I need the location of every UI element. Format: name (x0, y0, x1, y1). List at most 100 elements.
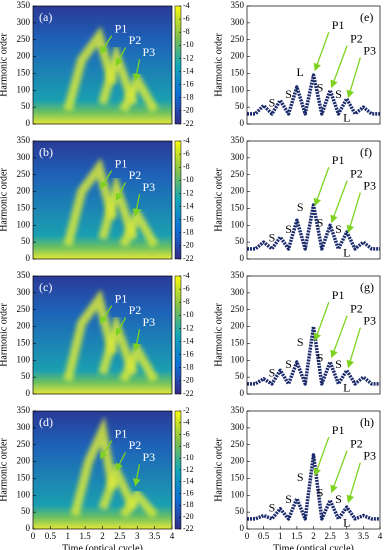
colorbar-tick-label: -18 (183, 500, 194, 509)
annotation: P2 (129, 33, 142, 47)
x-tick-label: 1.5 (291, 531, 303, 541)
annotation: P3 (142, 45, 155, 59)
segment-label: S (285, 222, 292, 236)
colorbar (174, 140, 182, 260)
y-tick-label: 150 (231, 472, 245, 482)
y-tick-label: 150 (231, 202, 245, 212)
colorbar-tick-label: -22 (183, 254, 194, 263)
colorbar-tick-label: -4 (183, 271, 190, 280)
y-tick-label: 100 (231, 84, 245, 94)
colorbar-tick-label: -12 (183, 188, 194, 197)
colorbar-tick-label: -16 (183, 79, 194, 88)
ridge (70, 416, 118, 517)
annotation-arrow (346, 192, 361, 234)
y-tick-label: 50 (235, 236, 245, 246)
annotation: P2 (350, 31, 363, 45)
annotation-arrow (115, 182, 127, 202)
colorbar-tick-label: -10 (183, 453, 194, 462)
ridge (63, 289, 118, 382)
y-tick-label: 350 (17, 270, 31, 280)
x-tick-label: 2 (100, 531, 105, 541)
annotation-arrow (100, 35, 113, 55)
colorbar-tick-label: -8 (183, 162, 190, 171)
x-tick-label: 3.5 (358, 531, 370, 541)
annotation: P2 (129, 438, 142, 452)
y-tick-label: 0 (240, 388, 245, 398)
annotation-arrow (100, 440, 113, 460)
y-tick-label: 300 (17, 422, 31, 432)
annotation-arrow (313, 302, 330, 342)
y-tick-label: 100 (231, 489, 245, 499)
plot-frame (246, 140, 381, 260)
y-tick-label: 300 (17, 287, 31, 297)
annotation-arrow (132, 59, 141, 82)
y-tick-label: 250 (17, 439, 31, 449)
ridge (98, 172, 139, 241)
colorbar-tick-label: -14 (183, 66, 194, 75)
segment-label: S (285, 87, 292, 101)
y-tick-label: 0 (240, 118, 245, 128)
panel-label: (d) (39, 415, 53, 429)
segment-label: S (285, 357, 292, 371)
y-tick-label: 350 (17, 0, 31, 10)
colorbar-tick-label: -22 (183, 389, 194, 398)
y-tick-label: 50 (235, 371, 245, 381)
y-tick-label: 250 (17, 169, 31, 179)
y-tick-label: 50 (21, 506, 31, 516)
segment-label: S (297, 200, 304, 214)
y-tick-label: 200 (17, 456, 31, 466)
x-tick-label: 0 (31, 531, 36, 541)
y-tick-label: 300 (231, 152, 245, 162)
y-tick-label: 350 (231, 0, 245, 10)
y-tick-label: 50 (21, 101, 31, 111)
ridge (98, 312, 138, 376)
annotation: P3 (363, 43, 376, 57)
y-tick-label: 0 (26, 118, 31, 128)
plot-frame (246, 275, 381, 395)
y-tick-label: 200 (17, 321, 31, 331)
colorbar-tick-label: -16 (183, 214, 194, 223)
annotation: P2 (350, 301, 363, 315)
x-tick-label: 2 (311, 531, 316, 541)
x-tick-label: 0.5 (258, 531, 270, 541)
colorbar-tick-label: -2 (183, 406, 190, 415)
annotation: P3 (142, 450, 155, 464)
y-tick-label: 150 (231, 67, 245, 77)
annotation-arrow (100, 305, 113, 325)
panel-label: (g) (360, 280, 374, 294)
y-tick-label: 200 (231, 456, 245, 466)
x-tick-label: 3 (135, 531, 140, 541)
colorbar-tick-label: -22 (183, 119, 194, 128)
x-axis-label: Time (optical cycle) (62, 543, 143, 550)
y-tick-label: 300 (17, 152, 31, 162)
segment-label: S (317, 485, 324, 499)
annotation: P1 (332, 153, 345, 167)
segment-label: S (269, 96, 276, 110)
trajectory (247, 453, 380, 521)
y-tick-label: 250 (17, 304, 31, 314)
x-tick-label: 2.5 (325, 531, 337, 541)
colorbar-tick-label: -6 (183, 14, 190, 23)
segment-label: L (297, 65, 304, 79)
segment-label: S (335, 87, 342, 101)
segment-label: S (285, 492, 292, 506)
panel-label: (h) (360, 415, 374, 429)
y-tick-label: 50 (235, 506, 245, 516)
annotation: P1 (115, 426, 128, 440)
annotation-arrow (313, 437, 330, 477)
segment-label: S (269, 231, 276, 245)
annotation: P2 (129, 303, 142, 317)
y-tick-label: 100 (17, 489, 31, 499)
annotation: P1 (332, 423, 345, 437)
y-tick-label: 300 (231, 422, 245, 432)
colorbar-tick-label: -8 (183, 297, 190, 306)
y-tick-label: 150 (231, 337, 245, 347)
colorbar-tick-label: -4 (183, 418, 190, 427)
colorbar-tick-label: -6 (183, 429, 190, 438)
colorbar-tick-label: -4 (183, 1, 190, 10)
segment-label: S (269, 366, 276, 380)
ridge (98, 460, 138, 511)
ridge (98, 42, 138, 106)
trajectory (247, 324, 380, 386)
